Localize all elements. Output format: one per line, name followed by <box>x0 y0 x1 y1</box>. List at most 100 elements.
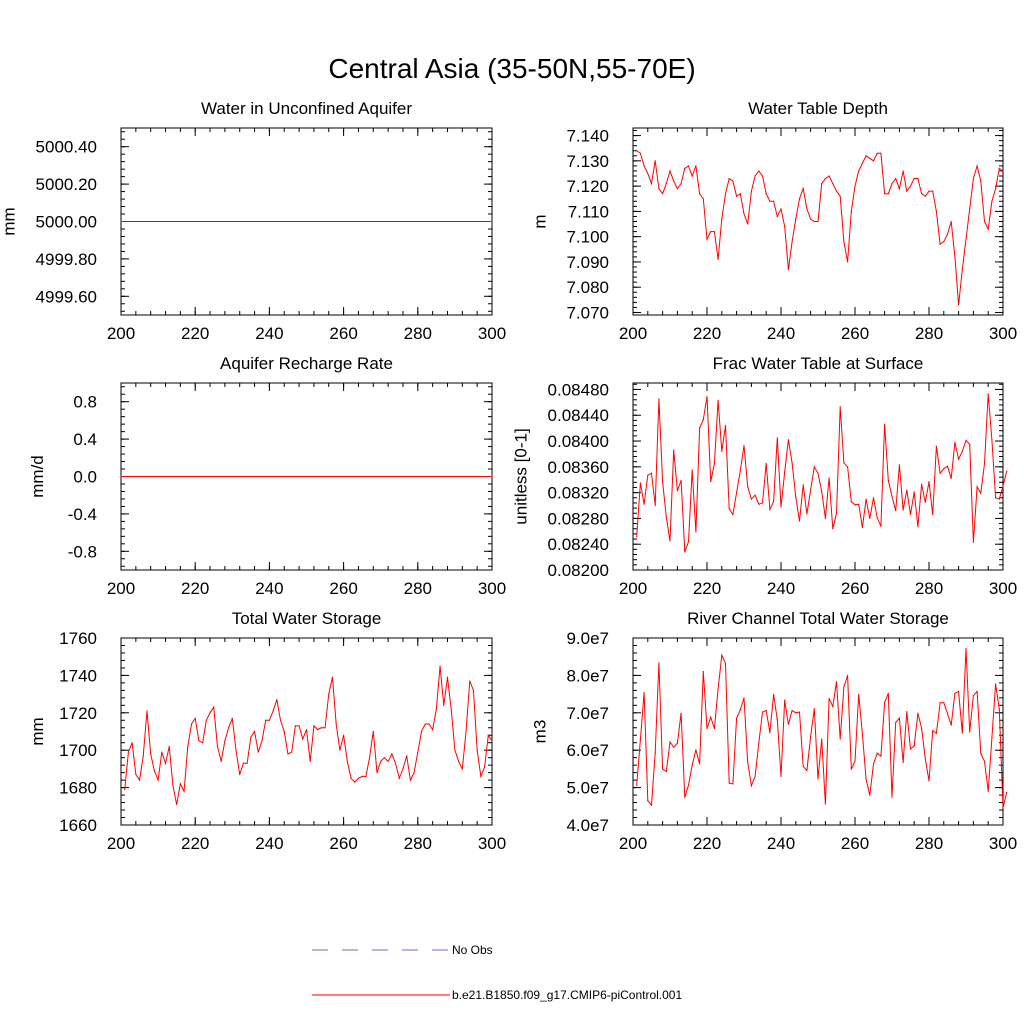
x-tick-label: 240 <box>767 579 795 598</box>
data-point <box>872 160 875 162</box>
data-point <box>924 501 926 503</box>
y-tick-label: 0.08480 <box>548 380 609 399</box>
data-point <box>776 215 778 218</box>
panel-title: Total Water Storage <box>232 609 382 628</box>
data-point <box>850 768 852 770</box>
series-line <box>636 150 1004 305</box>
y-axis-label: m3 <box>531 720 550 744</box>
y-axis-label: mm <box>0 207 19 235</box>
data-point <box>898 464 901 466</box>
data-point <box>876 752 878 754</box>
data-point <box>1002 485 1004 487</box>
data-point <box>643 503 645 505</box>
data-point <box>339 749 341 751</box>
data-point <box>272 710 274 712</box>
y-tick-label: 5000.20 <box>36 175 97 194</box>
data-point <box>650 804 653 806</box>
data-point <box>761 502 764 504</box>
data-point <box>710 481 712 483</box>
data-point <box>765 463 767 465</box>
data-point <box>168 745 170 748</box>
y-tick-label: -0.4 <box>68 505 97 524</box>
data-point <box>865 778 867 780</box>
data-point <box>691 175 693 177</box>
y-tick-label: 1720 <box>59 704 97 723</box>
x-tick-label: 280 <box>404 324 432 343</box>
data-point <box>813 708 815 710</box>
data-point <box>220 760 222 763</box>
data-point <box>946 233 949 235</box>
x-tick-label: 220 <box>181 579 209 598</box>
data-point <box>954 256 956 258</box>
data-point <box>636 150 638 152</box>
data-point <box>279 719 282 721</box>
data-point <box>787 268 790 271</box>
chart-panel-2: 200 220 240 260 280 300 7.070 7.080 7.090 7.100 7.… <box>531 99 1018 343</box>
data-point <box>739 470 741 472</box>
data-point <box>127 751 130 753</box>
data-point <box>647 800 649 802</box>
data-point <box>913 745 915 747</box>
data-point <box>909 513 912 516</box>
data-point <box>1002 807 1004 809</box>
data-point <box>835 681 838 683</box>
data-point <box>802 188 804 190</box>
data-point <box>850 501 852 503</box>
data-point <box>843 686 845 688</box>
data-point <box>179 783 181 785</box>
data-point <box>372 730 374 733</box>
y-tick-label: 7.080 <box>566 278 609 297</box>
data-point <box>980 492 982 494</box>
data-point <box>728 177 730 180</box>
y-tick-label: 7.0e7 <box>566 704 609 723</box>
data-point <box>702 671 704 673</box>
data-point <box>765 193 767 195</box>
data-point <box>976 690 978 693</box>
data-point <box>961 268 963 271</box>
chart-panel-4: 200 220 240 260 280 300 0.08200 0.08240 0.08280 0… <box>512 354 1018 598</box>
x-tick-label: 240 <box>767 834 795 853</box>
data-point <box>639 739 642 741</box>
series-line <box>124 666 493 805</box>
data-point <box>231 717 233 720</box>
data-point <box>847 674 849 677</box>
data-point <box>246 762 248 764</box>
data-point <box>802 765 804 767</box>
data-point <box>832 182 834 185</box>
data-point <box>835 512 838 514</box>
data-point <box>872 497 875 499</box>
data-point <box>424 723 426 725</box>
data-point <box>935 445 938 447</box>
data-point <box>420 730 423 733</box>
data-point <box>750 190 753 192</box>
data-point <box>650 182 653 185</box>
y-tick-label: 1700 <box>59 741 97 760</box>
data-point <box>687 784 690 786</box>
data-point <box>980 752 982 755</box>
y-tick-label: 0.08440 <box>548 406 609 425</box>
data-point <box>776 437 778 439</box>
data-point <box>891 182 893 185</box>
series-points <box>636 393 1008 553</box>
data-point <box>787 723 790 725</box>
data-point <box>817 220 819 223</box>
data-point <box>665 516 667 518</box>
data-point <box>780 506 782 508</box>
data-point <box>747 486 749 488</box>
data-point <box>702 419 704 421</box>
data-point <box>665 770 667 773</box>
data-point <box>406 755 408 757</box>
data-point <box>684 167 686 170</box>
data-point <box>654 160 656 162</box>
x-tick-label: 240 <box>767 324 795 343</box>
data-point <box>854 760 856 762</box>
data-point <box>157 779 159 781</box>
x-tick-label: 200 <box>107 324 135 343</box>
y-tick-label: 7.110 <box>568 202 609 221</box>
data-point <box>695 749 697 751</box>
data-point <box>884 702 886 704</box>
chart-panel-1: 200 220 240 260 280 300 4999.60 4999.80 5000.00 5… <box>0 99 506 343</box>
data-point <box>324 727 326 729</box>
data-point <box>806 208 808 210</box>
x-tick-label: 300 <box>989 834 1017 853</box>
